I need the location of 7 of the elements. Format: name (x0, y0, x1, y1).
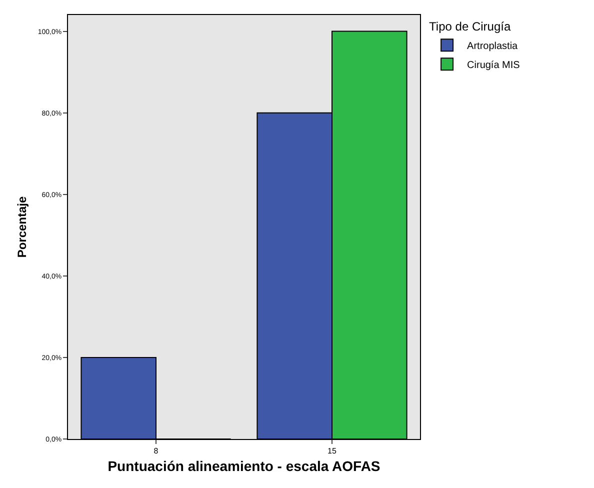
y-axis-title: Porcentaje (15, 196, 30, 258)
x-tick-label: 15 (328, 446, 337, 456)
x-axis-title: Puntuación alineamiento - escala AOFAS (108, 458, 380, 474)
legend-label: Artroplastia (467, 41, 518, 52)
x-tick-label: 8 (154, 446, 159, 456)
legend-label: Cirugía MIS (467, 60, 520, 71)
legend-title: Tipo de Cirugía (429, 20, 511, 34)
